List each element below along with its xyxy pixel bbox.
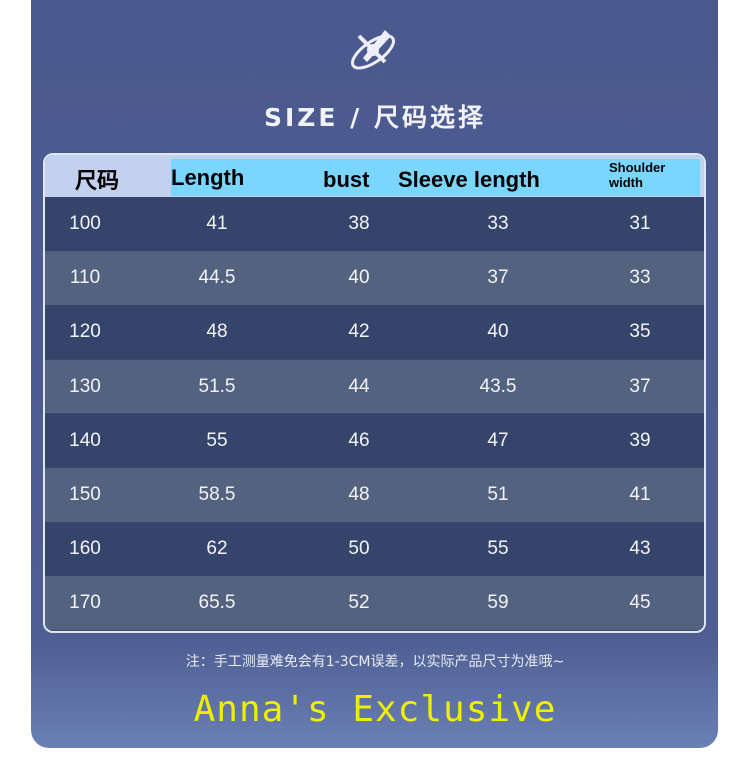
table-cell: 31	[629, 213, 651, 234]
table-row: 140 55 46 47 39	[45, 413, 704, 468]
table-cell: 130	[69, 375, 101, 397]
table-cell: 110	[69, 267, 101, 289]
table-cell: 40	[487, 321, 509, 343]
header-shoulder-width: Shoulder width	[609, 160, 666, 190]
table-row: 170 65.5 52 59 45	[45, 576, 704, 630]
table-cell: 42	[348, 321, 370, 343]
table-cell: 44	[348, 375, 370, 397]
table-header: 尺码 Length bust Sleeve length Shoulder wi…	[45, 155, 704, 197]
table-cell: 170	[69, 592, 101, 614]
table-cell: 37	[487, 267, 509, 289]
table-cell: 51	[487, 484, 509, 505]
table-row: 150 58.5 48 51 41	[45, 468, 704, 522]
table-cell: 40	[348, 267, 370, 289]
table-cell: 44.5	[198, 267, 236, 289]
table-cell: 62	[206, 538, 228, 560]
table-cell: 52	[348, 592, 370, 614]
table-cell: 120	[69, 321, 101, 343]
table-cell: 51.5	[198, 375, 236, 397]
table-cell: 65.5	[198, 592, 236, 614]
table-cell: 41	[629, 484, 651, 505]
table-cell: 43.5	[479, 375, 517, 397]
table-cell: 55	[487, 538, 509, 560]
table-cell: 47	[487, 429, 509, 451]
header-length: Length	[171, 165, 245, 190]
table-cell: 140	[69, 429, 101, 451]
table-cell: 48	[206, 321, 228, 343]
table-cell: 59	[487, 592, 509, 614]
table-row: 160 62 50 55 43	[45, 522, 704, 576]
table-cell: 150	[69, 484, 101, 505]
table-cell: 39	[629, 429, 651, 451]
table-cell: 41	[206, 213, 228, 234]
table-cell: 43	[629, 538, 651, 560]
header-sleeve-length: Sleeve length	[398, 167, 540, 192]
table-cell: 46	[348, 429, 370, 451]
table-cell: 35	[629, 321, 651, 343]
size-table: 尺码 Length bust Sleeve length Shoulder wi…	[43, 153, 706, 633]
rocket-planet-logo-icon	[351, 30, 395, 70]
header-size: 尺码	[75, 168, 120, 193]
measurement-note: 注：手工测量难免会有1-3CM误差，以实际产品尺寸为准哦~	[185, 654, 565, 670]
table-cell: 33	[487, 213, 509, 234]
table-cell: 38	[348, 213, 370, 234]
table-cell: 55	[206, 429, 228, 451]
table-cell: 45	[629, 592, 651, 614]
table-cell: 50	[348, 538, 370, 560]
table-row: 100 41 38 33 31	[45, 197, 704, 251]
table-row: 130 51.5 44 43.5 37	[45, 359, 704, 414]
table-cell: 37	[629, 375, 651, 397]
table-cell: 100	[69, 213, 101, 234]
header-bust: bust	[323, 167, 370, 192]
table-row: 110 44.5 40 37 33	[45, 251, 704, 305]
watermark: Anna's Exclusive	[193, 689, 557, 730]
table-cell: 33	[629, 267, 651, 289]
table-cell: 58.5	[198, 484, 236, 505]
table-cell: 48	[348, 484, 370, 505]
table-row: 120 48 42 40 35	[45, 305, 704, 359]
header-highlight	[171, 159, 700, 196]
page-title: SIZE / 尺码选择	[263, 103, 487, 132]
table-cell: 160	[69, 538, 101, 560]
